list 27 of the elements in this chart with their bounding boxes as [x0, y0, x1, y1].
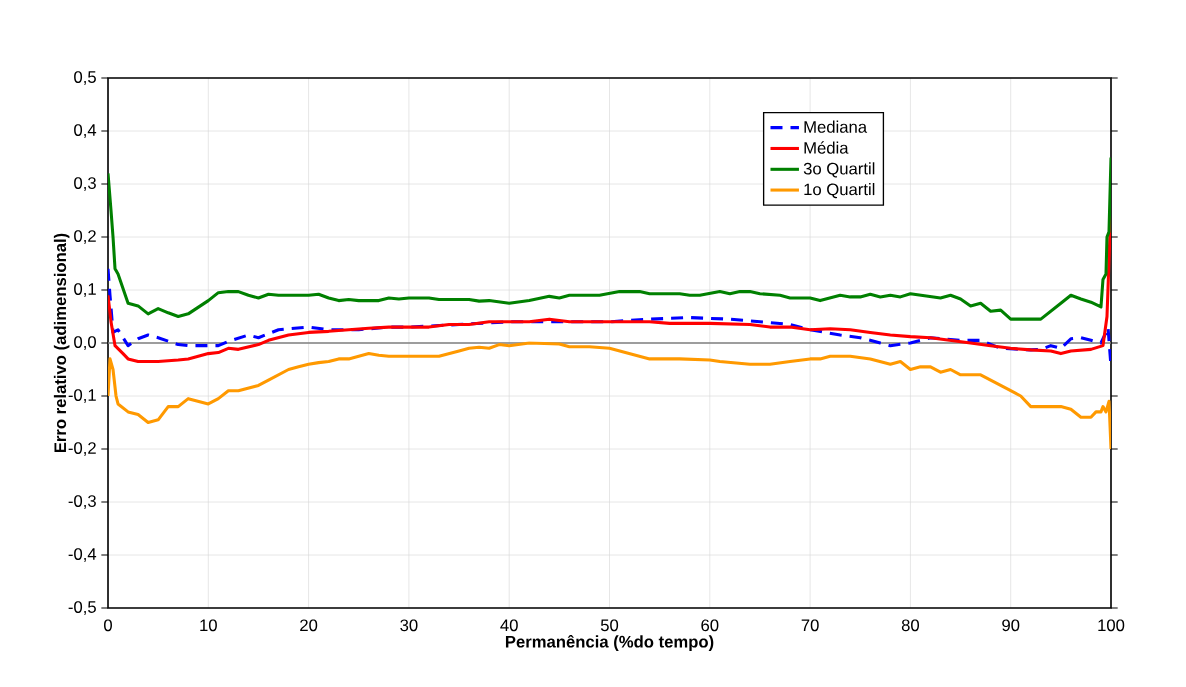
- x-tick-label: 0: [104, 619, 112, 632]
- x-tick-label: 80: [901, 619, 920, 632]
- y-tick-label: 0,3: [74, 177, 96, 191]
- y-tick-label: 0,5: [74, 71, 96, 85]
- x-tick-label: 50: [600, 619, 619, 632]
- legend-label: 1o Quartil: [804, 183, 875, 199]
- y-tick-label: -0,5: [68, 601, 96, 615]
- x-tick-label: 100: [1098, 619, 1125, 632]
- legend-label: Média: [804, 141, 849, 154]
- y-tick-label: -0,4: [68, 548, 97, 562]
- x-tick-label: 20: [300, 619, 318, 632]
- x-tick-label: 40: [500, 619, 518, 632]
- y-tick-label: 0,0: [74, 336, 96, 350]
- y-tick-label: -0,1: [68, 389, 96, 403]
- x-axis-title: Permanência (%do tempo): [505, 635, 714, 651]
- legend-label: 3o Quartil: [803, 162, 875, 178]
- x-tick-label: 90: [1002, 619, 1020, 632]
- y-tick-label: -0,2: [68, 442, 96, 456]
- y-tick-label: 0,2: [74, 230, 96, 244]
- x-tick-label: 70: [801, 619, 819, 632]
- x-tick-label: 10: [200, 619, 217, 632]
- y-tick-label: -0,3: [68, 495, 96, 509]
- legend-label: Mediana: [804, 120, 868, 133]
- y-tick-label: 0,4: [74, 124, 97, 138]
- y-tick-label: 0,1: [74, 283, 96, 297]
- x-tick-label: 60: [701, 619, 719, 632]
- x-tick-label: 30: [400, 619, 418, 632]
